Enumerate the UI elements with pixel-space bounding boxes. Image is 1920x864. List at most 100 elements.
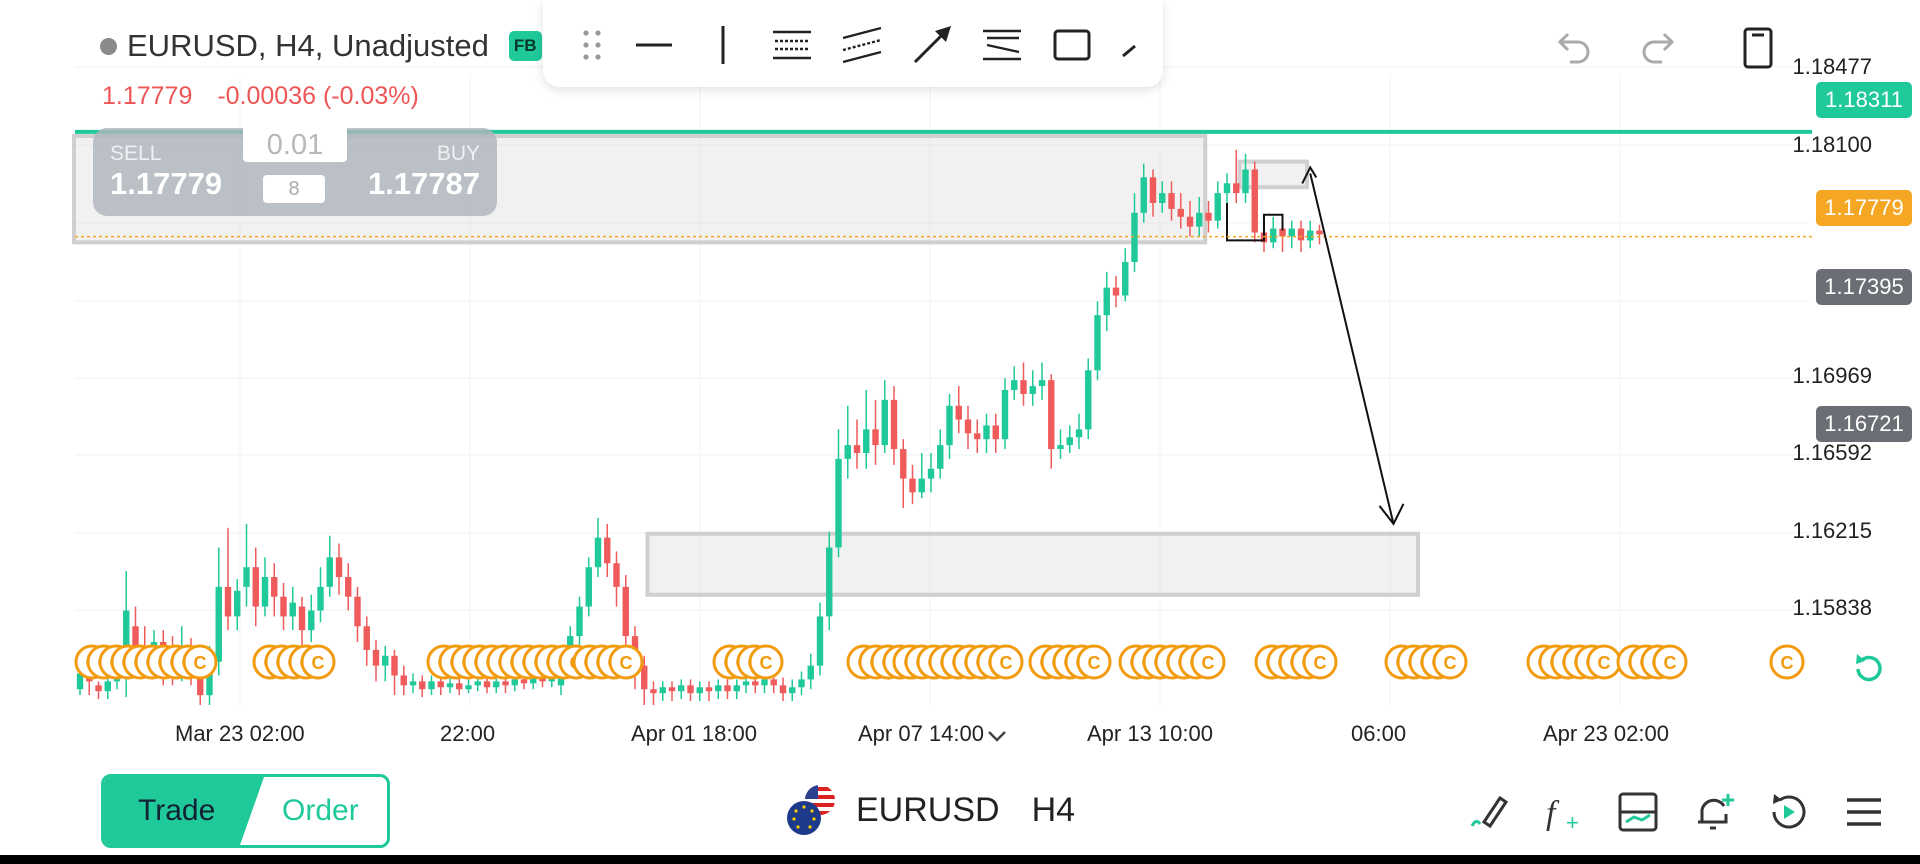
replay-icon[interactable] [1764, 788, 1812, 836]
candle-body [224, 586, 232, 617]
candle-body [641, 665, 648, 690]
redo-icon[interactable] [1636, 24, 1684, 72]
price-axis-label: 1.16969 [1792, 363, 1872, 388]
brush-icon[interactable] [1111, 22, 1157, 68]
structure-line [1226, 202, 1284, 242]
event-marker-icon [608, 644, 644, 680]
event-marker-glyph: C [194, 653, 207, 673]
candle-body [742, 681, 750, 686]
candle-body [1103, 287, 1110, 316]
candle-body [826, 547, 833, 617]
event-marker-icon [300, 644, 336, 680]
one-click-trade-panel: SELL 1.17779 BUY 1.17787 0.01 8 [93, 128, 497, 216]
candle-body [520, 679, 528, 684]
trade-order-switch[interactable]: Trade Order [101, 774, 390, 848]
event-marker-glyph: C [760, 653, 773, 673]
system-nav-strip [0, 855, 1920, 864]
candle-body [668, 687, 676, 692]
templates-icon[interactable] [1614, 788, 1662, 836]
candle-body [409, 681, 417, 686]
candle-body [1038, 380, 1046, 387]
candle-body [483, 681, 491, 688]
alert-add-icon[interactable] [1690, 788, 1738, 836]
candle-body [372, 649, 380, 666]
fibonacci-icon[interactable] [979, 22, 1025, 68]
candle-body [1214, 193, 1221, 221]
candle-body [1297, 228, 1305, 241]
symbol-header[interactable]: EURUSD, H4, Unadjusted FB [100, 28, 542, 64]
undo-icon[interactable] [1548, 24, 1596, 72]
arrow-icon[interactable] [909, 22, 955, 68]
candle-body [955, 405, 962, 420]
candle-body [511, 679, 518, 686]
candle-body [502, 681, 509, 686]
candle-body [594, 537, 602, 568]
candle-body [400, 675, 407, 686]
regression-channel-icon[interactable] [839, 22, 885, 68]
candle-body [1066, 437, 1073, 446]
candle-body [1279, 228, 1286, 237]
candle-body [474, 681, 481, 686]
candle-body [927, 468, 935, 479]
candle-body [298, 606, 306, 631]
candle-body [1242, 169, 1249, 194]
horizontal-line-icon[interactable] [631, 22, 677, 68]
event-marker-glyph: C [312, 653, 325, 673]
candle-body [835, 458, 842, 548]
chevron-down-icon[interactable] [986, 728, 1008, 744]
vertical-line-icon[interactable] [700, 22, 746, 68]
drawing-toolbar [543, 0, 1163, 87]
trade-tab[interactable]: Trade [104, 777, 264, 845]
candle-body [1149, 177, 1157, 203]
candle-body [123, 610, 130, 676]
candle-body [289, 602, 296, 617]
drag-handle-icon[interactable] [569, 22, 615, 68]
candle-body [391, 655, 398, 676]
buy-button[interactable]: BUY 1.17787 [347, 128, 497, 216]
candle-body [1159, 193, 1166, 203]
zone-price-tag: 1.16721 [1816, 406, 1912, 442]
event-marker-glyph: C [1000, 653, 1013, 673]
candle-body [974, 433, 981, 440]
symbol-selector[interactable]: EURUSD H4 [786, 784, 1075, 836]
candle-body [1057, 445, 1064, 450]
reset-chart-icon[interactable] [1848, 648, 1890, 690]
draw-tool-icon[interactable] [1466, 788, 1514, 836]
candle-body [104, 681, 111, 692]
menu-icon[interactable] [1840, 788, 1888, 836]
indicators-icon[interactable]: f + [1540, 788, 1588, 836]
sell-price: 1.17779 [110, 166, 223, 201]
parallel-channel-icon[interactable] [769, 22, 815, 68]
svg-text:+: + [1566, 810, 1579, 835]
bid-price-tag: 1.17779 [1816, 190, 1912, 226]
event-marker-glyph: C [1664, 653, 1677, 673]
price-chart[interactable]: CCCCCCCCCCCCCCCCCCCCCCCCCCCCCCCCCCCCCCCC… [0, 0, 1920, 755]
candle-body [918, 478, 925, 493]
candle-body [724, 685, 731, 692]
buy-label: BUY [436, 142, 480, 165]
candle-body [95, 685, 102, 692]
supply-demand-zone [1237, 159, 1309, 190]
candle-body [1122, 262, 1129, 296]
layout-icon[interactable] [1734, 24, 1782, 72]
candle-body [992, 425, 999, 440]
candle-body [613, 563, 620, 587]
bottom-timeframe[interactable]: H4 [1031, 790, 1076, 829]
candle-body [1075, 429, 1083, 438]
lot-size-input[interactable]: 0.01 [243, 128, 347, 162]
candle-body [1001, 390, 1009, 440]
candle-body [1131, 212, 1138, 263]
candle-body [659, 687, 666, 694]
sell-button[interactable]: SELL 1.17779 [93, 128, 243, 216]
rectangle-icon[interactable] [1049, 22, 1095, 68]
price-axis-label: 1.16592 [1792, 440, 1872, 465]
candle-body [1288, 228, 1295, 237]
projection-arrow-tail [1301, 165, 1318, 184]
candle-body [604, 537, 611, 564]
event-marker-icon [1190, 644, 1226, 680]
spread-value: 8 [263, 175, 325, 203]
price-axis-label: 1.18477 [1792, 54, 1872, 79]
time-axis-label: Apr 01 18:00 [631, 721, 757, 746]
order-tab[interactable]: Order [282, 794, 359, 827]
candle-body [946, 405, 953, 446]
